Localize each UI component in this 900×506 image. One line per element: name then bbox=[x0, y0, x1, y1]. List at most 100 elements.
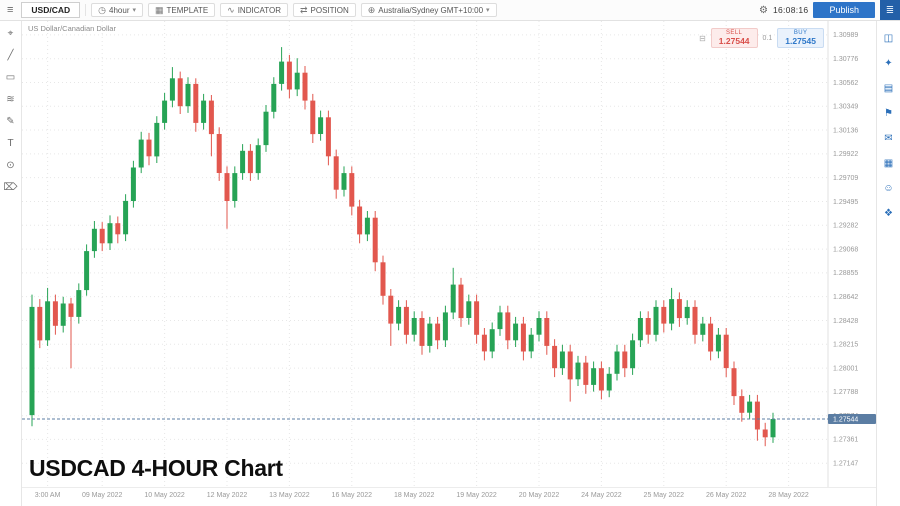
fibonacci-icon[interactable]: ≋ bbox=[6, 94, 15, 105]
panels-toggle-button[interactable]: ≣ bbox=[880, 0, 900, 20]
time-axis-label: 26 May 2022 bbox=[705, 492, 747, 499]
candle bbox=[333, 156, 339, 190]
publish-button[interactable]: Publish bbox=[813, 2, 875, 18]
time-axis-label: 19 May 2022 bbox=[456, 492, 497, 499]
gear-icon[interactable]: ⚙ bbox=[759, 4, 768, 16]
buy-button[interactable]: BUY 1.27545 bbox=[777, 28, 824, 48]
menu-icon[interactable]: ≡ bbox=[7, 4, 14, 16]
sell-price: 1.27544 bbox=[718, 36, 750, 46]
position-button[interactable]: ⇄ POSITION bbox=[292, 3, 356, 17]
buy-label: BUY bbox=[793, 30, 808, 36]
time-axis-label: 13 May 2022 bbox=[269, 492, 310, 499]
candle bbox=[325, 117, 331, 157]
indicator-button[interactable]: ∿ INDICATOR bbox=[220, 3, 288, 17]
candle bbox=[107, 223, 113, 244]
template-icon: ▦ bbox=[155, 4, 164, 15]
indicator-icon: ∿ bbox=[227, 4, 235, 15]
time-axis-label: 10 May 2022 bbox=[144, 492, 185, 499]
candle bbox=[341, 173, 347, 190]
trendline-icon[interactable]: ╱ bbox=[7, 50, 14, 61]
candle bbox=[520, 323, 526, 352]
chart-watermark: USDCAD 4-HOUR Chart bbox=[29, 455, 283, 481]
template-label: TEMPLATE bbox=[166, 5, 209, 15]
candle bbox=[427, 323, 433, 346]
candle bbox=[684, 306, 690, 319]
candle bbox=[591, 368, 597, 385]
buy-price: 1.27545 bbox=[785, 36, 816, 46]
candle bbox=[536, 318, 542, 335]
candle bbox=[403, 306, 409, 335]
price-axis[interactable]: 1.30989 1.30776 1.30562 1.30349 1.30136 1.299… bbox=[833, 32, 858, 467]
caret-down-icon: ▾ bbox=[132, 7, 136, 14]
trash-icon[interactable]: ⌦ bbox=[3, 182, 18, 193]
price-axis-label: 1.28215 bbox=[833, 342, 858, 349]
price-grid bbox=[22, 21, 829, 487]
candle bbox=[598, 368, 604, 391]
price-axis-label: 1.29282 bbox=[833, 223, 858, 230]
candle bbox=[318, 117, 324, 134]
timezone-dropdown[interactable]: ⊕ Australia/Sydney GMT+10:00 ▾ bbox=[360, 3, 497, 17]
symbol-button[interactable]: USD/CAD bbox=[21, 2, 81, 18]
text-icon[interactable]: T bbox=[7, 138, 14, 149]
time-axis[interactable]: 3:00 AM 09 May 2022 10 May 2022 12 May 2022… bbox=[22, 487, 876, 506]
candle bbox=[762, 429, 768, 438]
rectangle-icon[interactable]: ▭ bbox=[5, 72, 16, 83]
price-axis-label: 1.29922 bbox=[833, 151, 858, 158]
candle bbox=[505, 312, 511, 341]
candle bbox=[700, 323, 706, 335]
alerts-icon[interactable]: ⚑ bbox=[884, 107, 893, 119]
magnet-icon[interactable]: ⊙ bbox=[6, 160, 15, 171]
current-price-marker: 1.27544 bbox=[22, 414, 876, 424]
main-area: ⌖ ╱ ▭ ≋ ✎ T ⊙ ⌦ 1.30989 1.30776 1.30562 1.30349 1.3… bbox=[0, 21, 900, 506]
candle bbox=[37, 306, 43, 341]
top-toolbar: ≡ USD/CAD ◷ 4hour ▾ ▦ TEMPLATE ∿ INDICAT… bbox=[0, 0, 900, 21]
candle bbox=[622, 351, 628, 369]
timeframe-dropdown[interactable]: ◷ 4hour ▾ bbox=[91, 3, 143, 17]
brush-icon[interactable]: ✎ bbox=[6, 116, 15, 127]
chat-icon[interactable]: ✉ bbox=[884, 132, 893, 144]
templates-icon[interactable]: ◫ bbox=[883, 32, 894, 44]
candle bbox=[466, 301, 472, 318]
indicator-label: INDICATOR bbox=[237, 5, 281, 15]
candle bbox=[411, 318, 417, 335]
candle bbox=[130, 167, 136, 201]
time-axis-label: 12 May 2022 bbox=[206, 492, 248, 499]
candle bbox=[481, 334, 487, 352]
candle bbox=[185, 83, 191, 107]
profile-icon[interactable]: ☺ bbox=[883, 182, 894, 194]
chart-panel: 1.30989 1.30776 1.30562 1.30349 1.30136 1.299… bbox=[22, 21, 876, 506]
candle bbox=[747, 401, 753, 413]
candle bbox=[552, 345, 558, 369]
time-axis-label: 24 May 2022 bbox=[581, 492, 622, 499]
watchlist-icon[interactable]: ▤ bbox=[883, 82, 894, 94]
candle bbox=[255, 145, 261, 174]
current-price-label: 1.27544 bbox=[833, 417, 858, 424]
community-icon[interactable]: ❖ bbox=[884, 207, 893, 219]
candle bbox=[528, 334, 534, 352]
trade-widget-menu-icon[interactable]: ⊟ bbox=[699, 33, 706, 43]
price-axis-label: 1.28428 bbox=[833, 318, 858, 325]
sell-button[interactable]: SELL 1.27544 bbox=[710, 28, 758, 48]
time-axis-label: 25 May 2022 bbox=[643, 492, 685, 499]
candle bbox=[263, 111, 269, 146]
time-axis-label: 28 May 2022 bbox=[768, 492, 809, 499]
candle bbox=[614, 351, 620, 374]
candle bbox=[138, 139, 144, 168]
candle bbox=[310, 100, 316, 135]
candle bbox=[45, 301, 51, 341]
calendar-icon[interactable]: ▦ bbox=[883, 157, 894, 169]
right-sidebar: ◫ ✦ ▤ ⚑ ✉ ▦ ☺ ❖ bbox=[876, 21, 900, 506]
position-icon: ⇄ bbox=[299, 4, 308, 15]
time-axis-label: 09 May 2022 bbox=[81, 492, 123, 499]
crosshair-icon[interactable]: ⌖ bbox=[7, 28, 14, 39]
candle bbox=[669, 299, 675, 324]
ideas-icon[interactable]: ✦ bbox=[884, 57, 893, 69]
candle bbox=[458, 284, 464, 319]
price-axis-label: 1.29495 bbox=[833, 199, 858, 206]
candle bbox=[29, 306, 35, 416]
template-button[interactable]: ▦ TEMPLATE bbox=[148, 3, 216, 17]
chart-canvas[interactable]: 1.30989 1.30776 1.30562 1.30349 1.30136 1.299… bbox=[22, 21, 876, 487]
candle bbox=[162, 100, 168, 123]
candle bbox=[240, 150, 246, 174]
